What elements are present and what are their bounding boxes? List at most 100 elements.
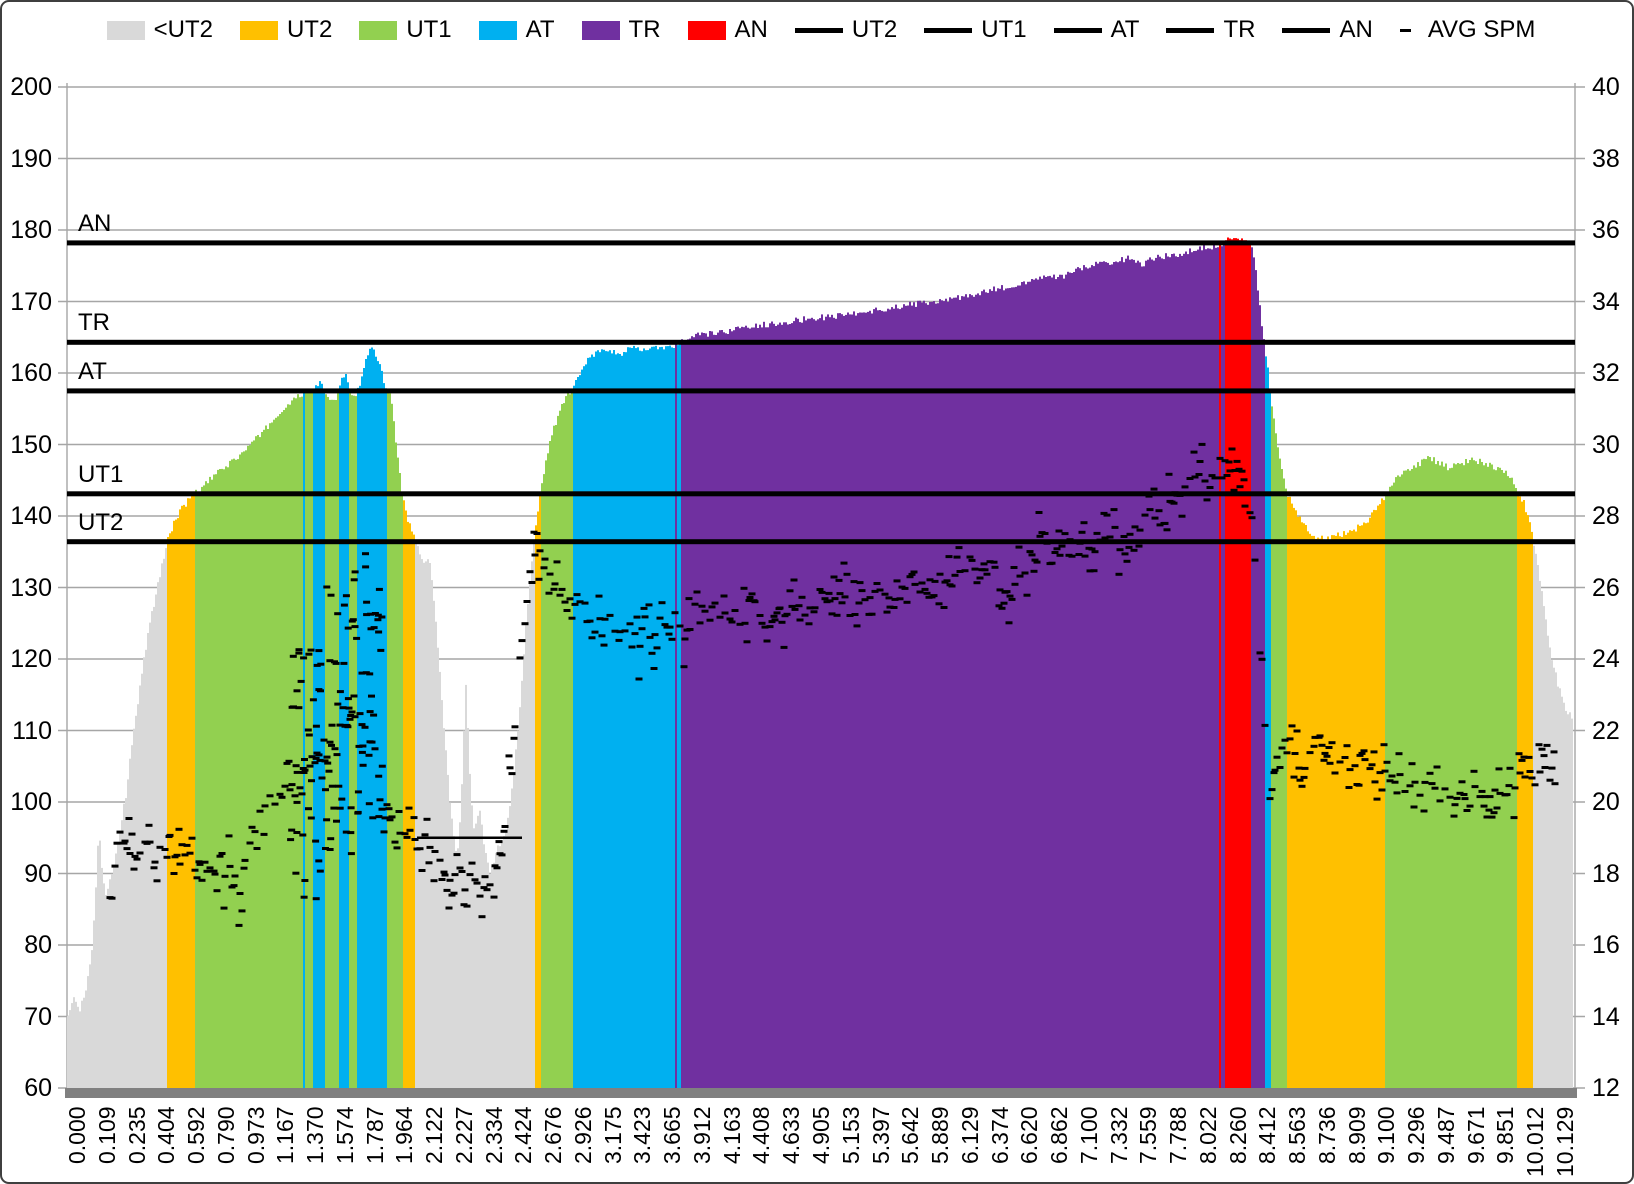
x-axis-tick-label: 2.676 [540, 1106, 567, 1164]
left-axis-tick-label: 90 [24, 859, 52, 888]
x-axis-tick-label: 1.964 [391, 1106, 418, 1164]
hr-zone-area [67, 237, 1573, 1089]
legend-item-an: AN [687, 16, 768, 44]
left-axis-tick-label: 190 [10, 144, 52, 173]
legend-label: AT [525, 16, 555, 43]
x-axis-tick-label: 8.909 [1343, 1106, 1370, 1164]
x-axis-tick-label: 0.109 [93, 1106, 120, 1164]
x-axis-tick-label: 8.412 [1254, 1106, 1281, 1164]
legend-item-at: AT [1053, 16, 1140, 44]
right-axis-tick-label: 30 [1592, 430, 1620, 459]
left-axis-tick-label: 180 [10, 216, 52, 244]
x-axis-tick-label: 3.912 [688, 1106, 715, 1164]
left-axis-tick-label: 170 [10, 287, 52, 316]
right-axis-tick-label: 36 [1592, 216, 1620, 244]
zone-line-an [67, 240, 1575, 246]
left-axis-tick-label: 70 [24, 1002, 52, 1031]
right-axis-tick-label: 24 [1592, 645, 1620, 673]
right-axis-tick-label: 28 [1592, 502, 1620, 530]
avg-spm-steady-line [417, 836, 522, 839]
area-swatch-icon [581, 20, 620, 40]
legend-item-tr: TR [581, 16, 661, 44]
x-axis-tick-label: 6.374 [986, 1106, 1013, 1164]
x-axis-tick-label: 0.000 [64, 1106, 90, 1164]
zone-line-label-tr: TR [78, 309, 110, 337]
x-axis-tick-label: 1.167 [272, 1106, 299, 1164]
left-axis-tick-label: 160 [10, 359, 52, 387]
zone-line-tr [67, 339, 1575, 345]
x-axis-tick-label: 0.592 [183, 1106, 210, 1164]
zone-line-ut1 [67, 491, 1575, 497]
x-axis-tick-label: 1.370 [302, 1106, 329, 1164]
x-axis-tick-label: 2.926 [569, 1106, 596, 1164]
left-axis-tick-label: 140 [10, 502, 52, 530]
x-axis-tick-label: 6.620 [1016, 1106, 1043, 1164]
zone-line-ut2 [67, 539, 1575, 545]
x-axis-tick-label: 3.665 [659, 1106, 686, 1164]
left-axis-tick-label: 120 [10, 645, 52, 673]
x-axis-tick-label: 8.022 [1194, 1106, 1221, 1164]
right-axis-tick-label: 20 [1592, 788, 1620, 816]
legend: <UT2 UT2 UT1 AT TR AN UT2 UT1 AT TR AN AVG SPM [67, 16, 1575, 44]
right-axis-tick-label: 40 [1592, 73, 1620, 101]
x-axis-tick-label: 5.153 [837, 1106, 864, 1164]
left-axis-tick-label: 110 [12, 716, 52, 745]
zone-line-label-an: AN [78, 209, 112, 237]
legend-label: UT2 [851, 16, 898, 43]
legend-item-avgspm: AVG SPM [1399, 16, 1536, 44]
zone-line-label-ut2: UT2 [78, 508, 124, 536]
x-axis-tick-label: 7.100 [1075, 1106, 1102, 1164]
x-axis-tick-label: 9.100 [1373, 1106, 1400, 1164]
line-swatch-icon [794, 27, 843, 33]
right-axis-tick-label: 12 [1592, 1074, 1620, 1102]
x-axis-tick-label: 0.235 [123, 1106, 150, 1164]
legend-item-an: AN [1282, 16, 1373, 44]
right-axis-tick-label: 22 [1592, 716, 1620, 745]
x-axis-tick-label: 4.408 [748, 1106, 775, 1164]
x-axis-tick-label: 3.175 [599, 1106, 626, 1164]
x-axis-tick-label: 1.574 [331, 1106, 358, 1164]
right-axis-tick-label: 32 [1592, 359, 1620, 387]
x-axis-tick-label: 5.397 [867, 1106, 894, 1164]
x-axis-tick-label: 2.334 [480, 1106, 507, 1164]
x-axis-tick-label: 8.563 [1284, 1106, 1311, 1164]
zone-line-label-at: AT [78, 357, 107, 385]
x-axis-tick-label: 2.424 [510, 1106, 537, 1164]
legend-item-ut1: UT1 [359, 16, 452, 44]
x-axis-tick-label: 10.129 [1552, 1106, 1578, 1177]
legend-item-ut1: UT1 [924, 16, 1027, 44]
x-axis-tick-label: 4.905 [808, 1106, 834, 1164]
x-axis-tick-label: 7.788 [1165, 1106, 1192, 1164]
x-axis-tick-label: 4.163 [718, 1106, 745, 1164]
x-axis-bar [65, 1088, 1577, 1098]
x-axis-tick-label: 9.851 [1492, 1106, 1519, 1164]
x-axis-tick-label: 8.260 [1224, 1106, 1251, 1164]
x-axis-tick-label: 6.862 [1046, 1106, 1073, 1164]
x-axis-tick-label: 8.736 [1313, 1106, 1340, 1164]
legend-label: <UT2 [153, 16, 213, 43]
right-axis-tick-label: 26 [1592, 573, 1620, 602]
left-axis-tick-label: 150 [10, 430, 52, 459]
line-swatch-icon [1053, 27, 1102, 33]
x-axis-tick-label: 7.332 [1105, 1106, 1132, 1164]
left-axis-tick-label: 80 [24, 931, 52, 959]
x-axis-tick-label: 9.671 [1462, 1106, 1489, 1164]
area-swatch-icon [687, 20, 726, 40]
legend-label: AT [1110, 16, 1140, 43]
x-axis-tick-label: 2.227 [450, 1106, 477, 1164]
right-axis-tick-label: 14 [1592, 1002, 1620, 1031]
area-swatch-icon [239, 20, 278, 40]
left-axis-tick-label: 100 [10, 788, 52, 816]
right-axis-tick-label: 34 [1592, 287, 1620, 316]
legend-label: TR [628, 16, 661, 43]
left-axis-tick-label: 60 [24, 1074, 52, 1102]
x-axis-tick-label: 0.404 [153, 1106, 180, 1164]
legend-item-ut2: UT2 [239, 16, 332, 44]
legend-item-tr: TR [1166, 16, 1255, 44]
x-axis-tick-label: 9.296 [1403, 1106, 1430, 1164]
legend-label: AVG SPM [1427, 16, 1536, 43]
legend-label: AN [1339, 16, 1373, 43]
right-axis-tick-label: 38 [1592, 144, 1620, 173]
x-axis-tick-label: 9.487 [1432, 1106, 1459, 1164]
